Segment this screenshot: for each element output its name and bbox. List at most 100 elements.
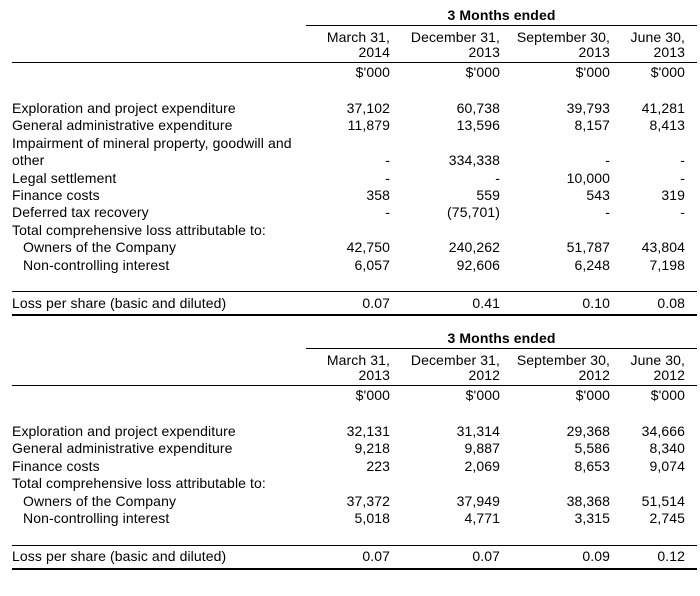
value-cell: 8,340 xyxy=(649,440,686,457)
row-label: Total comprehensive loss attributable to… xyxy=(12,221,266,238)
date-column-header: September 30, 2012 xyxy=(512,348,622,387)
row-label: Exploration and project expenditure xyxy=(12,100,236,116)
value-cell: 8,653 xyxy=(574,457,610,474)
value-cell: 319 xyxy=(661,187,686,204)
table-row: Finance costs 358 559 543 319 xyxy=(12,187,697,204)
value-cell: - xyxy=(680,204,686,221)
table-row: $'000 $'000 $'000 $'000 xyxy=(12,386,697,405)
table-row: Loss per share (basic and diluted) 0.07 0.… xyxy=(12,291,698,317)
table-row: Exploration and project expenditure 32,13… xyxy=(12,423,697,440)
column-year: 2013 xyxy=(358,367,390,384)
table-row: Total comprehensive loss attributable to… xyxy=(12,475,697,492)
footer-value-cell: 0.07 xyxy=(306,291,402,317)
column-date: March 31, xyxy=(326,29,390,45)
table-row xyxy=(12,81,697,100)
table-row: General administrative expenditure 9,218 9… xyxy=(12,440,697,457)
table-row: Impairment of mineral property, goodwill… xyxy=(12,135,697,170)
unit-label: $'000 xyxy=(575,63,610,80)
date-column-header: March 31, 2014 xyxy=(306,25,402,63)
footer-value-cell: 0.07 xyxy=(402,544,512,570)
value-cell: 41,281 xyxy=(641,100,686,116)
financial-report: 3 Months ended March 31, 2014 December 31, 2… xyxy=(0,6,700,596)
table-row: Non-controlling interest 6,057 92,606 6,248… xyxy=(12,257,697,274)
row-label: Deferred tax recovery xyxy=(12,204,149,221)
value-cell: 39,793 xyxy=(566,100,610,116)
date-column-header: September 30, 2013 xyxy=(512,25,622,63)
row-label: Finance costs xyxy=(12,187,100,204)
date-column-header: March 31, 2013 xyxy=(306,348,402,387)
value-cell xyxy=(622,475,697,492)
column-date: September 30, xyxy=(516,29,610,45)
spacer xyxy=(12,528,697,546)
value-cell: 2,069 xyxy=(464,457,500,474)
table-row: Non-controlling interest 5,018 4,771 3,315 2… xyxy=(12,510,697,527)
value-cell: - xyxy=(385,204,390,221)
column-year: 2014 xyxy=(358,44,390,60)
value-cell: - xyxy=(680,152,686,169)
value-cell: 240,262 xyxy=(448,239,500,256)
value-cell: 7,198 xyxy=(649,256,686,273)
column-date: June 30, xyxy=(630,29,686,45)
date-header-spacer xyxy=(12,348,306,387)
value-cell: 34,666 xyxy=(641,423,686,440)
value-cell: 51,514 xyxy=(641,492,686,509)
value-cell xyxy=(306,222,402,239)
row-label: Finance costs xyxy=(12,457,100,474)
footer-value-cell: 0.41 xyxy=(402,291,512,317)
table-row: March 31, 2013 December 31, 2012 September 3… xyxy=(12,348,698,387)
value-cell: 6,057 xyxy=(354,256,390,273)
column-year: 2012 xyxy=(578,367,610,384)
unit-label: $'000 xyxy=(465,386,500,403)
value-cell xyxy=(512,475,622,492)
value-cell: 223 xyxy=(366,457,390,474)
table-row: Finance costs 223 2,069 8,653 9,074 xyxy=(12,458,697,475)
period-header: 3 Months ended xyxy=(306,6,698,26)
value-cell: 9,074 xyxy=(649,457,686,474)
row-label: Exploration and project expenditure xyxy=(12,423,236,440)
quarterly-results-table-fy2013: 3 Months ended March 31, 2013 December 31, 2… xyxy=(12,329,698,570)
table-row: $'000 $'000 $'000 $'000 xyxy=(12,63,697,82)
spacer xyxy=(12,81,697,100)
column-date: December 31, xyxy=(410,352,500,369)
row-label: Total comprehensive loss attributable to… xyxy=(12,475,266,492)
date-header-spacer xyxy=(12,25,306,63)
unit-label: $'000 xyxy=(650,63,686,80)
row-label: Non-controlling interest xyxy=(23,256,170,273)
date-column-header: December 31, 2013 xyxy=(402,25,512,63)
value-cell: (75,701) xyxy=(447,204,500,221)
value-cell xyxy=(306,475,402,492)
table-row: 3 Months ended xyxy=(12,6,698,26)
value-cell: 6,248 xyxy=(574,256,610,273)
column-year: 2012 xyxy=(653,367,686,384)
date-column-header: December 31, 2012 xyxy=(402,348,512,387)
unit-label: $'000 xyxy=(355,63,390,80)
table-row xyxy=(12,274,697,292)
value-cell: 9,218 xyxy=(354,440,390,457)
value-cell: 37,372 xyxy=(346,492,390,509)
table-row: Owners of the Company 42,750 240,262 51,787… xyxy=(12,239,697,256)
table-row xyxy=(12,404,697,423)
footer-label: Loss per share (basic and diluted) xyxy=(12,544,306,570)
spacer xyxy=(12,404,697,423)
row-label: Impairment of mineral property, goodwill… xyxy=(12,134,292,169)
units-spacer xyxy=(12,63,306,82)
row-label: Legal settlement xyxy=(12,169,117,186)
value-cell: 43,804 xyxy=(641,239,686,256)
value-cell: 8,157 xyxy=(574,117,610,134)
units-spacer xyxy=(12,386,306,405)
period-header-spacer xyxy=(12,6,306,26)
value-cell: 37,102 xyxy=(346,100,390,116)
value-cell: - xyxy=(495,169,500,186)
value-cell xyxy=(622,222,697,239)
value-cell: 60,738 xyxy=(456,100,500,116)
period-header: 3 Months ended xyxy=(306,329,698,350)
value-cell: 32,131 xyxy=(346,423,390,440)
value-cell: 3,315 xyxy=(574,510,610,527)
value-cell: 9,887 xyxy=(464,440,500,457)
column-date: June 30, xyxy=(630,352,686,369)
value-cell: 4,771 xyxy=(464,510,500,527)
table-row: Exploration and project expenditure 37,10… xyxy=(12,100,697,117)
date-column-header: June 30, 2013 xyxy=(622,25,698,63)
value-cell: - xyxy=(605,152,610,169)
value-cell xyxy=(402,222,512,239)
